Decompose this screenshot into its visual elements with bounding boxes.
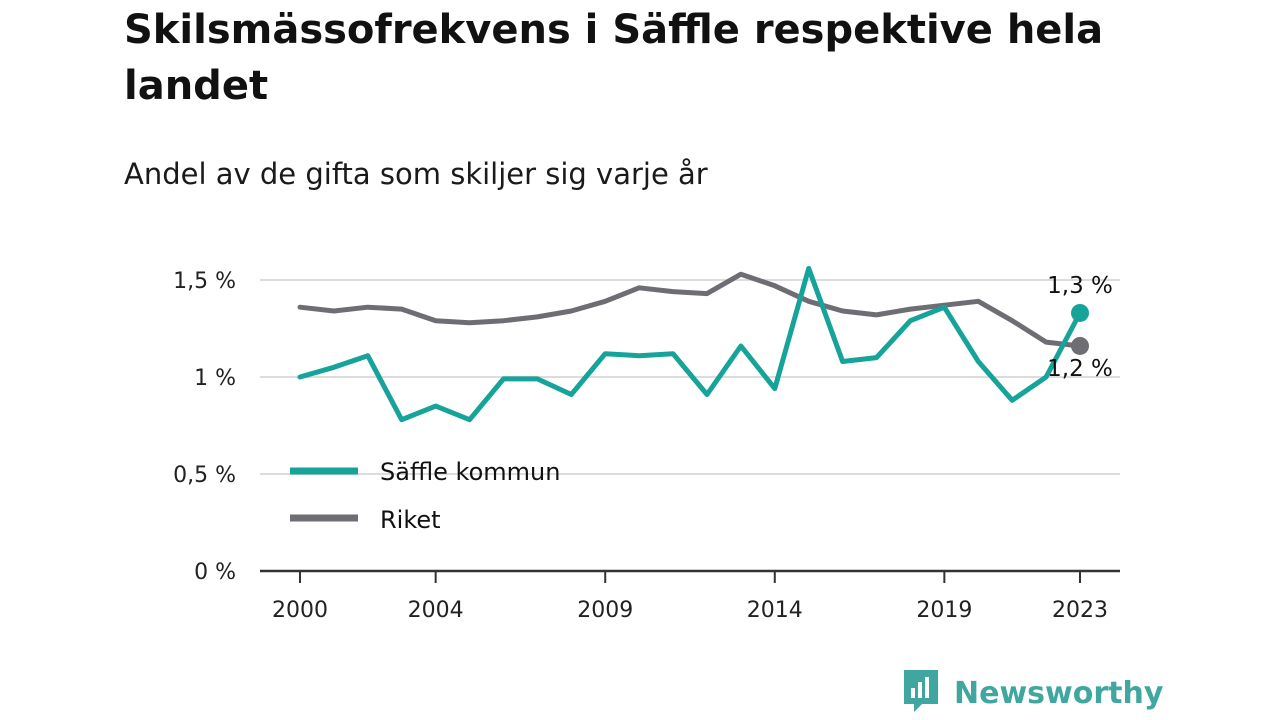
series-lines: [297, 265, 1083, 423]
brand-name: Newsworthy: [954, 675, 1164, 711]
y-tick-label: 0,5 %: [173, 463, 236, 488]
end-markers: [1071, 303, 1089, 355]
y-tick-label: 1,5 %: [173, 269, 236, 294]
x-axis: 2000 2004 2009 2014 2019 2023: [260, 569, 1120, 623]
x-tick-label: 2009: [577, 598, 633, 623]
x-tick-label: 2014: [747, 598, 803, 623]
x-tick-label: 2023: [1052, 598, 1108, 623]
end-label-saffle: 1,3 %: [1047, 273, 1113, 299]
series-line-riket: [297, 271, 1083, 349]
chart-subtitle: Andel av de gifta som skiljer sig varje …: [124, 157, 708, 191]
y-tick-label: 1 %: [194, 366, 236, 391]
brand: Newsworthy: [900, 668, 1163, 718]
x-tick-label: 2000: [272, 598, 328, 623]
end-marker-riket: [1071, 336, 1089, 355]
y-axis-labels: 0 % 0,5 % 1 % 1,5 %: [173, 269, 236, 585]
x-tick-label: 2004: [408, 598, 464, 623]
series-line-saffle: [297, 265, 1083, 423]
end-label-riket: 1,2 %: [1047, 356, 1113, 382]
end-marker-saffle: [1071, 303, 1089, 322]
newsworthy-logo-icon: [900, 666, 942, 720]
x-tick-label: 2019: [916, 598, 972, 623]
line-chart: 0 % 0,5 % 1 % 1,5 % 2000 2004 2009 2014 2019 202…: [173, 265, 1120, 623]
legend-label-riket: Riket: [380, 506, 441, 534]
chart-title: Skilsmässofrekvens i Säffle respektive h…: [124, 7, 1104, 109]
y-tick-label: 0 %: [194, 560, 236, 585]
legend-label-saffle: Säffle kommun: [380, 458, 560, 486]
legend: Säffle kommun Riket: [290, 458, 560, 534]
